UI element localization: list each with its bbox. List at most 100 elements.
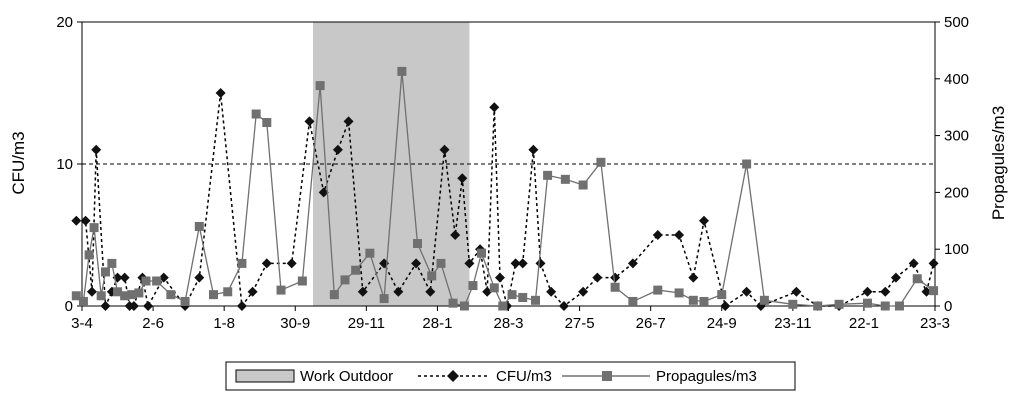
- data-point-propagules-m3: [84, 250, 94, 260]
- y-right-tick-label: 400: [944, 71, 969, 88]
- data-point-cfu-m3: [194, 272, 205, 283]
- data-point-propagules-m3: [340, 275, 350, 285]
- data-point-propagules-m3: [468, 281, 478, 291]
- data-point-propagules-m3: [759, 295, 769, 305]
- data-point-propagules-m3: [262, 118, 272, 128]
- legend-label-cfu: CFU/m3: [496, 368, 552, 385]
- data-point-cfu-m3: [286, 258, 297, 269]
- data-point-cfu-m3: [908, 258, 919, 269]
- data-point-cfu-m3: [215, 88, 226, 98]
- legend-label-work-outdoor: Work Outdoor: [300, 368, 393, 385]
- data-point-cfu-m3: [546, 286, 557, 297]
- data-point-propagules-m3: [929, 286, 939, 296]
- data-point-propagules-m3: [742, 159, 752, 169]
- legend: Work Outdoor CFU/m3 Propagules/m3: [225, 361, 796, 391]
- data-point-cfu-m3: [128, 301, 139, 311]
- data-point-propagules-m3: [578, 180, 588, 190]
- legend-label-propagules: Propagules/m3: [656, 368, 757, 385]
- axes-layer: [77, 21, 940, 311]
- data-point-propagules-m3: [297, 276, 307, 286]
- data-point-cfu-m3: [652, 230, 663, 240]
- y-left-tick-label: 20: [56, 14, 73, 31]
- y-right-tick-label: 500: [944, 14, 969, 31]
- data-point-cfu-m3: [318, 187, 329, 198]
- x-tick-label: 1-8: [213, 315, 235, 332]
- data-point-cfu-m3: [627, 258, 638, 269]
- data-point-cfu-m3: [741, 286, 752, 297]
- data-point-propagules-m3: [688, 295, 698, 305]
- data-point-propagules-m3: [223, 287, 233, 297]
- data-point-cfu-m3: [890, 272, 901, 283]
- data-point-propagules-m3: [120, 291, 130, 301]
- data-point-cfu-m3: [674, 230, 685, 240]
- data-point-propagules-m3: [653, 285, 663, 295]
- data-point-propagules-m3: [448, 298, 458, 308]
- data-point-cfu-m3: [71, 215, 82, 226]
- data-point-cfu-m3: [921, 286, 932, 297]
- legend-marker-cfu: [447, 370, 459, 382]
- data-point-cfu-m3: [482, 286, 493, 297]
- data-point-propagules-m3: [427, 271, 437, 281]
- data-point-cfu-m3: [880, 286, 891, 297]
- data-point-cfu-m3: [862, 286, 873, 297]
- data-point-propagules-m3: [276, 285, 286, 295]
- x-tick-label: 28-3: [493, 315, 523, 332]
- data-point-propagules-m3: [813, 301, 823, 311]
- data-point-cfu-m3: [528, 144, 539, 155]
- data-point-propagules-m3: [912, 274, 922, 284]
- data-point-cfu-m3: [464, 258, 475, 269]
- data-point-cfu-m3: [578, 286, 589, 297]
- data-point-propagules-m3: [315, 81, 325, 91]
- data-point-cfu-m3: [510, 258, 521, 269]
- data-point-cfu-m3: [261, 258, 272, 269]
- data-point-propagules-m3: [71, 291, 81, 301]
- x-tick-label: 27-5: [565, 315, 595, 332]
- data-point-propagules-m3: [476, 248, 486, 258]
- x-tick-label: 24-9: [707, 315, 737, 332]
- data-point-propagules-m3: [543, 170, 553, 180]
- y-left-axis-title: CFU/m3: [9, 131, 28, 194]
- data-point-propagules-m3: [628, 296, 638, 306]
- data-point-cfu-m3: [357, 286, 368, 297]
- data-point-propagules-m3: [351, 265, 361, 275]
- data-point-propagules-m3: [166, 290, 176, 300]
- data-point-cfu-m3: [791, 286, 802, 297]
- legend-marker-propagules: [602, 371, 612, 381]
- data-point-propagules-m3: [498, 301, 508, 311]
- data-point-propagules-m3: [141, 276, 151, 286]
- data-point-propagules-m3: [251, 109, 261, 119]
- x-tick-label: 23-3: [920, 315, 950, 332]
- data-point-propagules-m3: [507, 290, 517, 300]
- data-point-cfu-m3: [610, 272, 621, 283]
- y-left-tick-label: 10: [56, 156, 73, 173]
- data-point-cfu-m3: [158, 272, 169, 283]
- data-point-cfu-m3: [119, 272, 130, 283]
- y-right-tick-label: 100: [944, 241, 969, 258]
- data-point-propagules-m3: [894, 301, 904, 311]
- series-line-cfu-m3: [76, 92, 935, 309]
- data-point-propagules-m3: [397, 66, 407, 76]
- data-point-propagules-m3: [113, 287, 123, 297]
- data-point-cfu-m3: [535, 258, 546, 269]
- data-point-cfu-m3: [304, 116, 315, 127]
- legend-box: [225, 361, 796, 391]
- data-point-cfu-m3: [425, 286, 436, 297]
- data-point-cfu-m3: [100, 301, 111, 311]
- data-point-propagules-m3: [717, 290, 727, 300]
- data-point-cfu-m3: [143, 301, 154, 311]
- y-right-tick-label: 200: [944, 184, 969, 201]
- data-point-propagules-m3: [134, 288, 144, 298]
- data-point-cfu-m3: [558, 301, 569, 311]
- data-point-propagules-m3: [862, 298, 872, 308]
- data-point-cfu-m3: [489, 102, 500, 113]
- data-point-propagules-m3: [89, 223, 99, 233]
- data-point-propagules-m3: [107, 258, 117, 268]
- data-point-propagules-m3: [880, 301, 890, 311]
- data-point-cfu-m3: [720, 301, 731, 311]
- data-point-propagules-m3: [531, 295, 541, 305]
- series-line-propagules-m3: [75, 71, 934, 308]
- data-point-cfu-m3: [332, 144, 343, 155]
- data-point-propagules-m3: [459, 301, 469, 311]
- data-point-propagules-m3: [596, 157, 606, 167]
